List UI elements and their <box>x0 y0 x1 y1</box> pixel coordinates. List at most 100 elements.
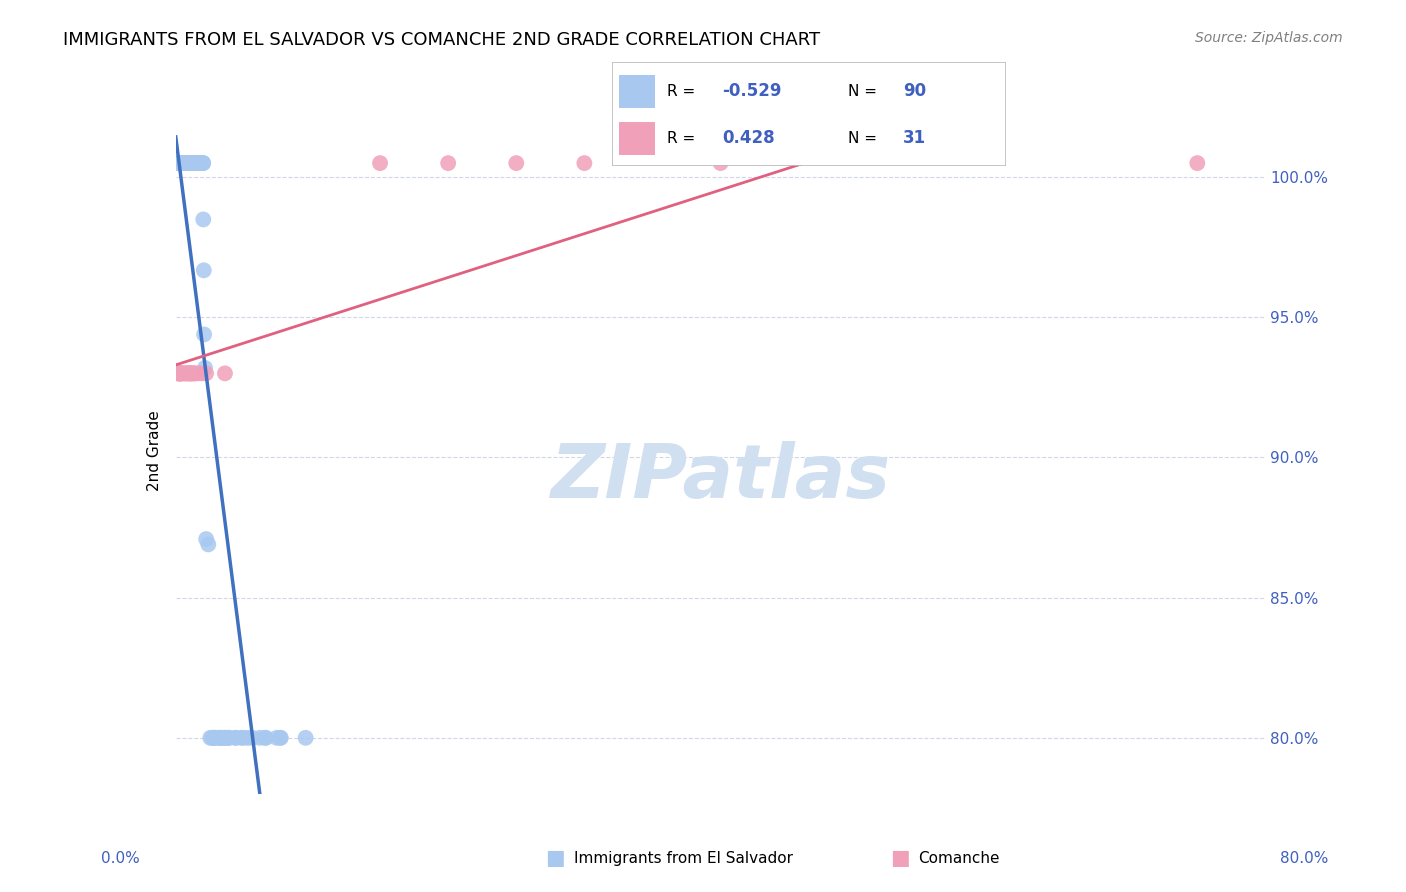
Point <box>179 367 201 381</box>
Point <box>240 731 263 745</box>
Point <box>204 731 226 745</box>
Point <box>174 156 197 170</box>
Point <box>176 156 198 170</box>
Point <box>169 156 191 170</box>
Point <box>166 156 188 170</box>
Point <box>214 731 236 745</box>
Point <box>266 731 288 745</box>
Text: 31: 31 <box>903 129 927 147</box>
Point <box>179 367 201 381</box>
Text: Source: ZipAtlas.com: Source: ZipAtlas.com <box>1195 31 1343 45</box>
Point <box>208 731 231 745</box>
Point <box>183 367 205 381</box>
Point <box>195 367 218 381</box>
Text: R =: R = <box>666 84 700 99</box>
Point <box>177 156 200 170</box>
Point <box>231 731 253 745</box>
Point <box>172 156 194 170</box>
Point <box>176 156 198 170</box>
Point <box>172 156 194 170</box>
Point <box>193 327 215 342</box>
Point <box>204 731 226 745</box>
Point <box>181 156 204 170</box>
Point <box>249 731 271 745</box>
Point <box>194 360 217 375</box>
Point <box>186 156 208 170</box>
Point <box>166 367 188 381</box>
Point <box>170 156 193 170</box>
Point <box>174 367 197 381</box>
Point <box>169 367 191 381</box>
Point <box>174 367 197 381</box>
Text: Immigrants from El Salvador: Immigrants from El Salvador <box>574 851 793 865</box>
Point <box>574 156 596 170</box>
Point <box>232 731 254 745</box>
Point <box>187 156 209 170</box>
Point <box>179 156 201 170</box>
Point <box>166 156 188 170</box>
Point <box>193 263 215 277</box>
Text: 90: 90 <box>903 82 927 100</box>
Point <box>201 731 224 745</box>
Point <box>200 731 222 745</box>
Text: ■: ■ <box>546 848 565 868</box>
FancyBboxPatch shape <box>620 122 655 155</box>
Point <box>176 156 198 170</box>
Point <box>368 156 391 170</box>
Text: Comanche: Comanche <box>918 851 1000 865</box>
Point <box>166 156 188 170</box>
Point <box>187 156 209 170</box>
Point <box>170 156 193 170</box>
Point <box>176 367 198 381</box>
Point <box>191 156 214 170</box>
Point <box>177 156 200 170</box>
Point <box>225 731 247 745</box>
Point <box>169 156 191 170</box>
Point <box>167 156 190 170</box>
Point <box>169 156 191 170</box>
Text: ZIPatlas: ZIPatlas <box>551 442 890 515</box>
Point <box>191 156 214 170</box>
Point <box>170 156 193 170</box>
Point <box>218 731 240 745</box>
Point <box>209 731 232 745</box>
Point <box>167 367 190 381</box>
Point <box>170 156 193 170</box>
Point <box>195 532 218 546</box>
Point <box>179 367 201 381</box>
Point <box>170 156 193 170</box>
Point <box>188 156 211 170</box>
Text: N =: N = <box>848 131 882 146</box>
Point <box>176 156 198 170</box>
Point <box>214 731 236 745</box>
Point <box>209 731 232 745</box>
Text: R =: R = <box>666 131 704 146</box>
Point <box>269 731 291 745</box>
Y-axis label: 2nd Grade: 2nd Grade <box>146 410 162 491</box>
Point <box>218 731 240 745</box>
Point <box>170 367 193 381</box>
Point <box>211 731 233 745</box>
Point <box>173 156 195 170</box>
Point <box>190 367 212 381</box>
Text: 0.428: 0.428 <box>721 129 775 147</box>
Point <box>197 537 219 551</box>
Point <box>166 156 188 170</box>
Point <box>201 731 224 745</box>
Point <box>1187 156 1209 170</box>
Point <box>167 156 190 170</box>
FancyBboxPatch shape <box>620 75 655 108</box>
Point <box>176 156 198 170</box>
Point <box>184 156 207 170</box>
Text: -0.529: -0.529 <box>721 82 782 100</box>
Point <box>179 156 201 170</box>
Point <box>169 156 191 170</box>
Point <box>181 367 204 381</box>
Point <box>174 156 197 170</box>
Point <box>181 367 204 381</box>
Point <box>294 731 316 745</box>
Text: ■: ■ <box>890 848 910 868</box>
Point <box>181 156 204 170</box>
Point <box>166 156 188 170</box>
Point <box>224 731 246 745</box>
